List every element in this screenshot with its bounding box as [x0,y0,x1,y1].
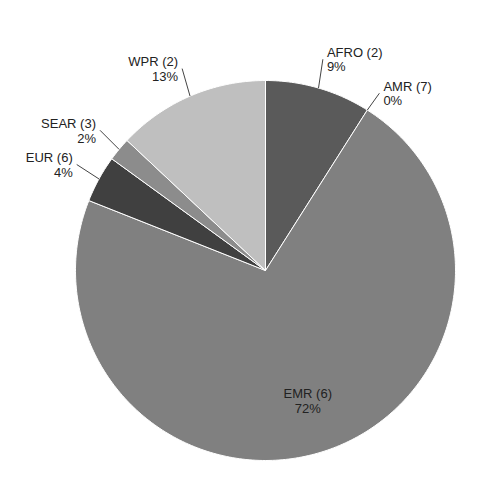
svg-text:SEAR (3)2%: SEAR (3)2% [41,116,96,146]
svg-text:AMR (7)0%: AMR (7)0% [383,79,431,109]
svg-text:AFRO (2)9%: AFRO (2)9% [327,45,383,75]
svg-text:EMR (6)72%: EMR (6)72% [284,386,332,416]
svg-text:WPR (2)13%: WPR (2)13% [128,54,178,84]
svg-text:EUR (6)4%: EUR (6)4% [26,150,73,180]
